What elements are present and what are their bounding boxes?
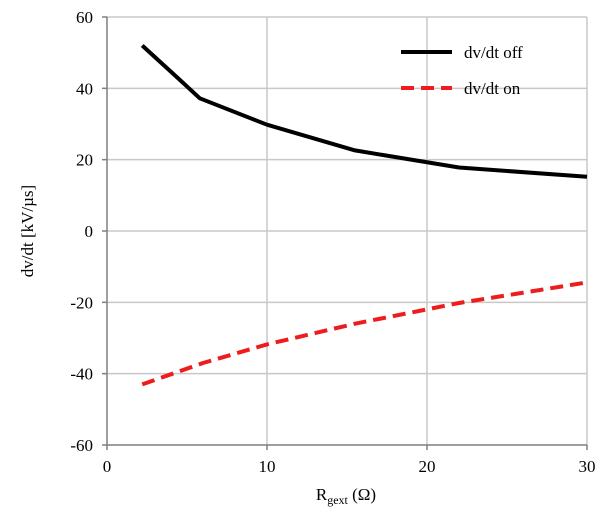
series-group — [140, 44, 588, 387]
x-tick-label: 30 — [579, 457, 596, 476]
y-tick-label: 20 — [76, 151, 93, 170]
legend-label-1: dv/dt off — [464, 43, 523, 62]
x-axis-label-unit: (Ω) — [348, 485, 376, 504]
y-tick-label: 60 — [76, 8, 93, 27]
y-tick-label: -60 — [70, 436, 93, 455]
y-axis-label: dv/dt [kV/µs] — [18, 185, 37, 277]
x-axis-label: Rgext (Ω) — [316, 485, 376, 507]
x-tick-label: 0 — [103, 457, 112, 476]
tick-labels: 0 10 20 30 -60 -40 -20 0 20 40 60 — [70, 8, 595, 476]
x-tick-label: 20 — [419, 457, 436, 476]
y-tick-label: 0 — [85, 222, 94, 241]
y-tick-label: -20 — [70, 293, 93, 312]
y-tick-label: 40 — [76, 79, 93, 98]
series-line-2 — [141, 280, 588, 387]
series-line-1 — [140, 44, 588, 179]
x-tick-label: 10 — [259, 457, 276, 476]
y-tick-label: -40 — [70, 365, 93, 384]
x-axis-label-subscript: gext — [327, 493, 348, 507]
legend: dv/dt off dv/dt on — [401, 43, 523, 98]
legend-label-2: dv/dt on — [464, 79, 521, 98]
x-axis-label-main: R — [316, 485, 328, 504]
axes — [102, 16, 588, 450]
